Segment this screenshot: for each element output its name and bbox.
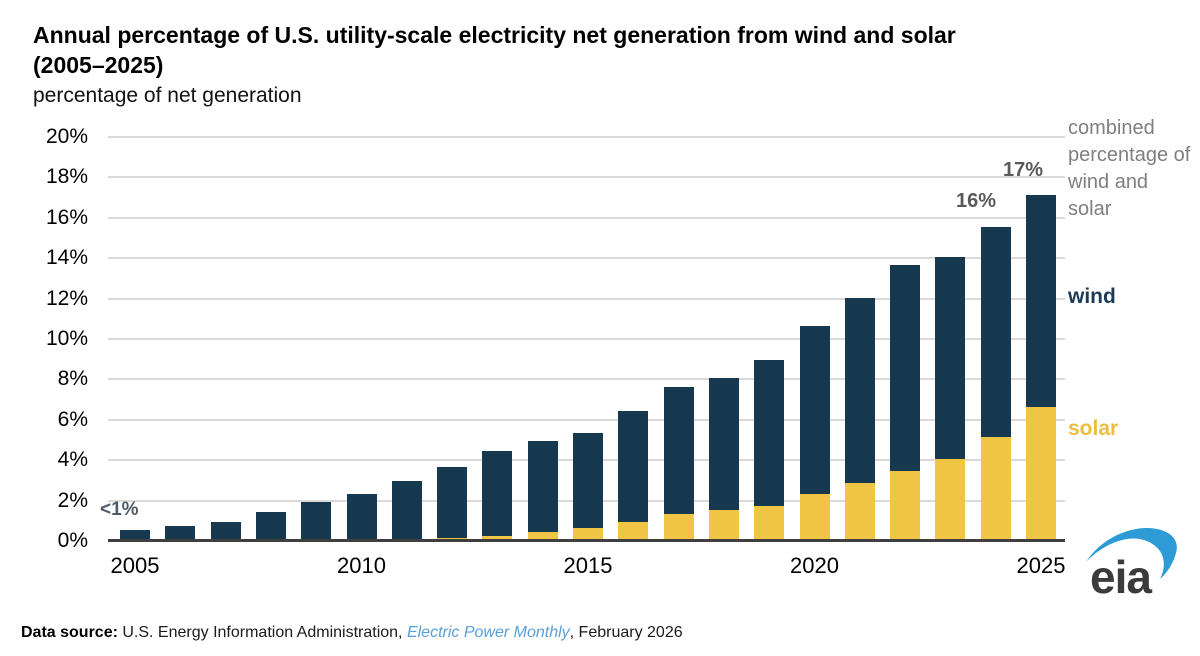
bar-wind-2011 [391, 481, 422, 540]
bar-wind-2023 [935, 257, 966, 460]
bar-wind-2020 [799, 325, 830, 494]
gridline-10 [108, 338, 1065, 340]
bar-wind-2007 [210, 521, 241, 540]
bar-solar-2024 [980, 436, 1011, 540]
bar-wind-2017 [663, 386, 694, 514]
bar-wind-2016 [618, 410, 649, 522]
x-axis-line [108, 539, 1065, 542]
data-source-date: , February 2026 [569, 624, 683, 641]
legend-wind-label: wind [1068, 285, 1116, 308]
plot-area [108, 136, 1065, 542]
bar-wind-2009 [301, 501, 332, 540]
bar-solar-2018 [708, 509, 739, 540]
bar-solar-2019 [754, 505, 785, 540]
y-tick-label-10: 10% [45, 327, 88, 350]
chart-title-line1: Annual percentage of U.S. utility-scale … [33, 22, 956, 48]
bar-solar-2013 [482, 535, 513, 540]
bar-solar-2023 [935, 459, 966, 540]
eia-swoosh-icon: eia [1086, 528, 1177, 603]
gridline-18 [108, 176, 1065, 179]
bar-solar-2021 [844, 483, 875, 540]
bar-wind-2006 [165, 525, 196, 540]
x-tick-label-2015: 2015 [563, 553, 613, 578]
data-source-publication-link[interactable]: Electric Power Monthly [406, 624, 570, 641]
y-tick-label-14: 14% [45, 246, 88, 270]
bar-wind-2012 [437, 467, 468, 538]
bar-wind-2008 [255, 511, 286, 540]
bar-solar-2020 [799, 493, 830, 540]
bar-solar-2017 [663, 513, 694, 540]
bar-solar-2016 [618, 521, 649, 540]
y-tick-label-0: 0% [57, 529, 88, 552]
gridline-12 [108, 297, 1065, 300]
bar-wind-2005 [120, 529, 150, 540]
bar-wind-2010 [346, 493, 377, 540]
legend-combined-label: combined percentage of wind and solar [1068, 117, 1191, 220]
x-tick-label-2010: 2010 [337, 553, 386, 578]
bar-solar-2022 [890, 471, 921, 540]
bar-wind-2024 [980, 226, 1011, 437]
bar-solar-2014 [527, 531, 558, 540]
bar-wind-2013 [482, 451, 513, 536]
y-tick-label-16: 16% [45, 205, 88, 229]
eia-logo: eia [1084, 522, 1182, 603]
x-tick-label-2005: 2005 [110, 553, 160, 578]
data-source-label: Data source: [21, 624, 118, 641]
chart-title: Annual percentage of U.S. utility-scale … [33, 20, 1183, 80]
data-source-agency: U.S. Energy Information Administration, [117, 624, 407, 641]
x-tick-label-2025: 2025 [1016, 553, 1066, 578]
bar-solar-2015 [573, 527, 603, 540]
y-tick-label-2: 2% [57, 488, 88, 512]
annotation-2025-value: 17% [1003, 159, 1044, 181]
y-tick-label-18: 18% [45, 165, 88, 189]
bar-solar-2012 [437, 537, 468, 540]
eia-logo-text: eia [1090, 551, 1152, 600]
gridline-8 [108, 378, 1065, 381]
x-tick-label-2020: 2020 [790, 553, 839, 578]
bar-wind-2025 [1026, 194, 1056, 407]
y-tick-label-4: 4% [57, 448, 88, 472]
annotation-2024-value: 16% [956, 190, 997, 212]
bar-wind-2019 [754, 360, 785, 506]
bar-wind-2018 [708, 378, 739, 510]
gridline-20 [108, 136, 1065, 138]
annotation-first-bar: <1% [100, 499, 139, 520]
gridline-16 [108, 216, 1065, 219]
gridline-6 [108, 418, 1065, 421]
y-axis-unit-label: percentage of net generation [33, 84, 302, 107]
data-source-line: Data source: U.S. Energy Information Adm… [21, 624, 683, 642]
bar-solar-2025 [1026, 406, 1056, 540]
y-tick-label-6: 6% [57, 407, 88, 431]
gridline-14 [108, 257, 1065, 260]
y-tick-label-12: 12% [45, 286, 88, 310]
y-tick-label-20: 20% [45, 125, 88, 148]
bar-wind-2015 [573, 432, 603, 528]
bar-wind-2022 [890, 265, 921, 472]
y-tick-label-8: 8% [57, 367, 88, 391]
bar-wind-2021 [844, 297, 875, 484]
chart-title-line2: (2005–2025) [33, 52, 164, 78]
legend-solar-label: solar [1068, 417, 1119, 440]
bar-wind-2014 [527, 441, 558, 532]
